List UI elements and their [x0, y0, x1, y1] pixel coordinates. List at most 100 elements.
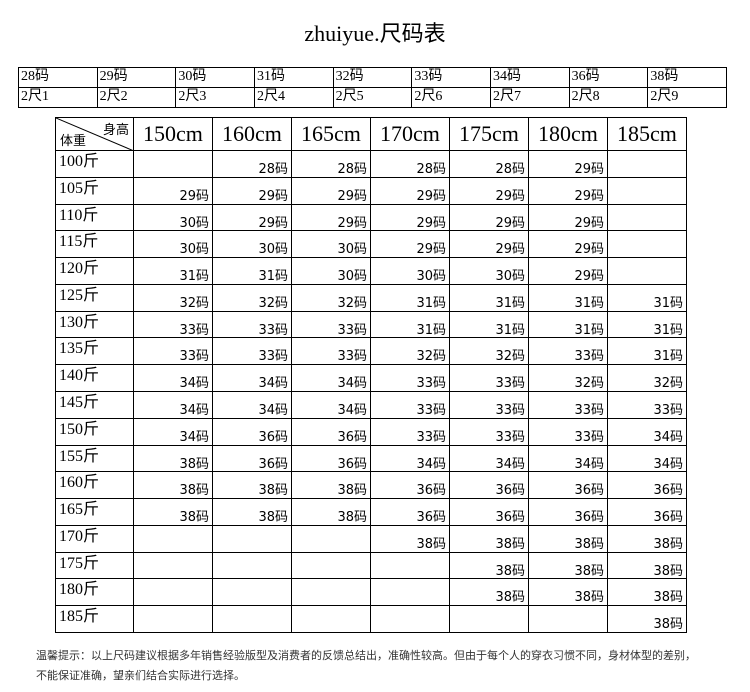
size-cell: 2尺4 — [254, 87, 334, 108]
size-value: 33码 — [449, 417, 529, 446]
size-value — [607, 230, 687, 259]
height-header: 180cm — [528, 117, 608, 151]
size-value: 38码 — [133, 444, 213, 473]
size-value: 34码 — [607, 417, 687, 446]
size-value: 29码 — [370, 203, 450, 232]
size-cell: 2尺5 — [332, 87, 413, 108]
weight-label: 170斤 — [55, 524, 134, 553]
size-cell: 2尺1 — [18, 87, 98, 108]
weight-label: 120斤 — [55, 257, 134, 285]
size-value: 31码 — [133, 257, 213, 285]
size-value: 32码 — [370, 337, 450, 366]
size-value: 36码 — [607, 498, 687, 526]
size-value: 28码 — [370, 150, 450, 178]
size-value — [212, 524, 292, 553]
size-value: 31码 — [370, 310, 450, 339]
note: 温馨提示：以上尺码建议根据多年销售经验版型及消费者的反馈总结出，准确性较高。但由… — [36, 649, 696, 662]
size-value: 31码 — [607, 310, 687, 339]
size-value: 38码 — [449, 524, 529, 553]
size-value: 33码 — [528, 391, 608, 419]
size-value: 33码 — [370, 417, 450, 446]
weight-label: 175斤 — [55, 551, 134, 580]
size-value: 29码 — [528, 176, 608, 205]
size-cell: 38码 — [647, 67, 727, 88]
size-value: 34码 — [291, 364, 371, 392]
height-header: 165cm — [291, 117, 371, 151]
size-value: 38码 — [607, 524, 687, 553]
size-value — [370, 605, 450, 633]
size-value — [291, 551, 371, 580]
height-header: 150cm — [133, 117, 213, 151]
weight-label: 100斤 — [55, 150, 134, 178]
size-value: 34码 — [212, 364, 292, 392]
size-value — [133, 551, 213, 580]
size-cell: 2尺2 — [96, 87, 177, 108]
size-cell: 28码 — [18, 67, 98, 88]
size-value: 33码 — [291, 310, 371, 339]
size-value: 32码 — [291, 283, 371, 312]
size-value: 33码 — [133, 310, 213, 339]
weight-label: 125斤 — [55, 283, 134, 312]
size-value: 29码 — [370, 230, 450, 259]
weight-label: 180斤 — [55, 578, 134, 607]
size-value: 33码 — [528, 337, 608, 366]
size-value: 34码 — [133, 391, 213, 419]
size-value — [370, 578, 450, 607]
size-value: 38码 — [133, 498, 213, 526]
weight-label: 150斤 — [55, 417, 134, 446]
size-value: 38码 — [528, 551, 608, 580]
size-value: 33码 — [212, 310, 292, 339]
size-value: 32码 — [449, 337, 529, 366]
size-value — [133, 578, 213, 607]
size-value: 34码 — [291, 391, 371, 419]
size-value: 31码 — [212, 257, 292, 285]
size-value: 34码 — [449, 444, 529, 473]
size-value: 32码 — [607, 364, 687, 392]
size-value: 29码 — [212, 203, 292, 232]
height-header: 175cm — [449, 117, 529, 151]
size-value: 32码 — [528, 364, 608, 392]
size-cell: 2尺6 — [411, 87, 491, 108]
size-value: 31码 — [528, 283, 608, 312]
size-value: 29码 — [528, 257, 608, 285]
size-value: 31码 — [607, 283, 687, 312]
size-value — [607, 203, 687, 232]
size-value — [133, 150, 213, 178]
size-value: 38码 — [449, 551, 529, 580]
size-cell: 2尺3 — [175, 87, 255, 108]
size-value: 36码 — [370, 471, 450, 500]
size-cell: 30码 — [175, 67, 255, 88]
size-value — [607, 150, 687, 178]
weight-label: 115斤 — [55, 230, 134, 259]
size-value: 29码 — [528, 203, 608, 232]
size-value: 38码 — [291, 498, 371, 526]
size-value: 29码 — [449, 203, 529, 232]
size-value: 36码 — [212, 417, 292, 446]
size-value — [291, 605, 371, 633]
size-value: 38码 — [291, 471, 371, 500]
corner-label: 身高 — [102, 123, 129, 138]
weight-label: 160斤 — [55, 471, 134, 500]
weight-label: 135斤 — [55, 337, 134, 366]
size-value: 31码 — [607, 337, 687, 366]
size-value: 31码 — [528, 310, 608, 339]
size-value: 33码 — [449, 364, 529, 392]
size-cell: 29码 — [96, 67, 177, 88]
size-value: 29码 — [370, 176, 450, 205]
weight-label: 185斤 — [55, 605, 134, 633]
size-value: 31码 — [449, 283, 529, 312]
size-value: 38码 — [212, 471, 292, 500]
size-value: 38码 — [528, 524, 608, 553]
size-value: 30码 — [133, 203, 213, 232]
weight-label: 140斤 — [55, 364, 134, 392]
corner-label: 体重 — [60, 134, 87, 149]
size-value: 33码 — [370, 364, 450, 392]
size-value — [607, 257, 687, 285]
size-value: 29码 — [212, 176, 292, 205]
size-value: 36码 — [291, 417, 371, 446]
size-value: 29码 — [291, 203, 371, 232]
size-value: 36码 — [449, 471, 529, 500]
size-value: 38码 — [607, 605, 687, 633]
size-value: 30码 — [133, 230, 213, 259]
size-value: 30码 — [370, 257, 450, 285]
